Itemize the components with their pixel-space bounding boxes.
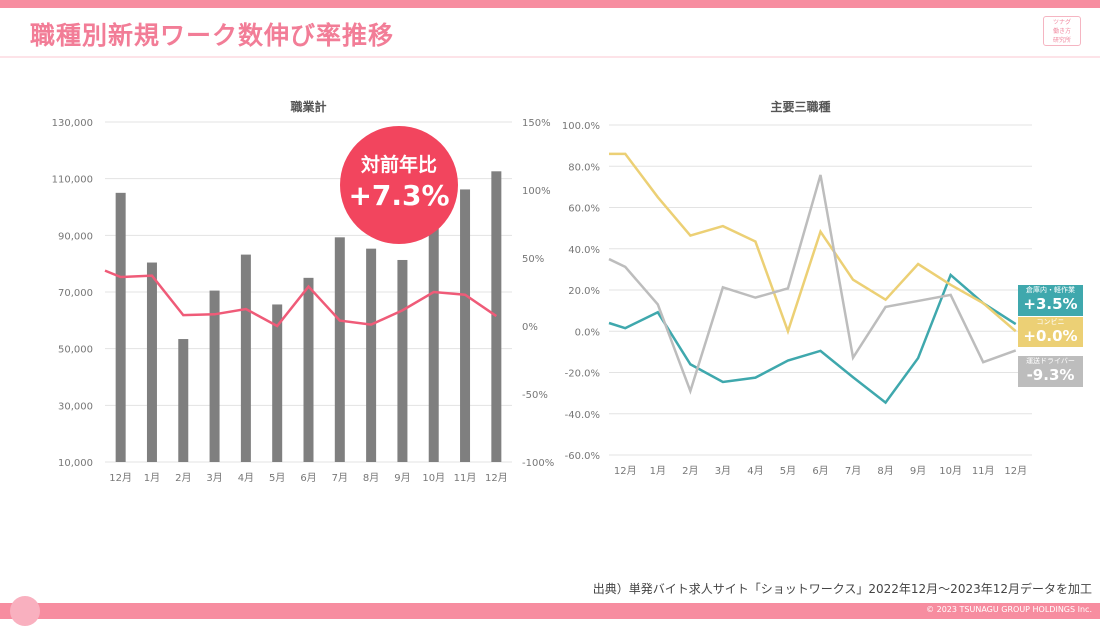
y-tick: 40.0% [568, 245, 600, 256]
y-tick: 20.0% [568, 286, 600, 297]
bar [303, 277, 314, 462]
y-right-tick: 150% [522, 118, 551, 129]
tag-name: 倉庫内・軽作業 [1026, 286, 1075, 294]
source-note: 出典）単発バイト求人サイト「ショットワークス」2022年12月〜2023年12月… [592, 582, 1092, 596]
x-tick: 5月 [269, 472, 285, 484]
x-tick: 12月 [1004, 465, 1027, 477]
y-tick: -20.0% [565, 369, 600, 380]
tag-value: -9.3% [1026, 366, 1075, 384]
copyright: © 2023 TSUNAGU GROUP HOLDINGS Inc. [926, 605, 1092, 614]
bar [366, 248, 377, 462]
chart-title: 職業計 [290, 99, 326, 114]
y-left-tick: 30,000 [58, 401, 93, 412]
footer-circle [10, 596, 40, 626]
yoy-line [104, 269, 498, 328]
bar [272, 304, 283, 462]
y-left-tick: 10,000 [58, 458, 93, 469]
bar [334, 237, 345, 462]
x-tick: 2月 [175, 472, 191, 484]
y-tick: 80.0% [568, 162, 600, 173]
y-tick: 60.0% [568, 204, 600, 215]
x-tick: 7月 [845, 465, 861, 477]
bar [115, 192, 126, 463]
x-tick: 4月 [747, 465, 763, 477]
y-left-tick: 90,000 [58, 231, 93, 242]
tag-name: コンビニ [1036, 318, 1065, 326]
bar [146, 262, 157, 462]
y-right-tick: 0% [522, 322, 538, 333]
tag-warehouse: 倉庫内・軽作業 +3.5% [1018, 285, 1083, 316]
y-right-tick: -50% [522, 390, 548, 401]
x-tick: 3月 [715, 465, 731, 477]
bar [491, 171, 502, 463]
page-title: 職種別新規ワーク数伸び率推移 [30, 21, 395, 50]
tag-name: 運送ドライバー [1026, 357, 1075, 365]
x-tick: 9月 [910, 465, 926, 477]
tag-convenience: コンビニ +0.0% [1018, 317, 1083, 347]
x-tick: 4月 [238, 472, 254, 484]
x-tick: 7月 [332, 472, 348, 484]
x-tick: 8月 [363, 472, 379, 484]
tag-driver: 運送ドライバー -9.3% [1018, 356, 1083, 387]
bar [397, 259, 408, 462]
series-line [608, 174, 1017, 395]
x-tick: 9月 [394, 472, 410, 484]
y-left-tick: 50,000 [58, 345, 93, 356]
y-tick: -40.0% [565, 410, 600, 421]
x-tick: 1月 [650, 465, 666, 477]
x-tick: 5月 [780, 465, 796, 477]
x-tick: 12月 [485, 472, 508, 484]
y-tick: 100.0% [562, 121, 600, 132]
x-tick: 8月 [877, 465, 893, 477]
x-tick: 11月 [454, 472, 477, 484]
y-right-tick: -100% [522, 458, 554, 469]
top-accent-bar [0, 0, 1100, 8]
y-left-tick: 130,000 [52, 118, 93, 129]
y-right-tick: 50% [522, 254, 544, 265]
x-tick: 10月 [939, 465, 962, 477]
x-tick: 11月 [972, 465, 995, 477]
y-left-tick: 70,000 [58, 288, 93, 299]
y-tick: 0.0% [575, 327, 600, 338]
bar [460, 189, 471, 462]
series-line [609, 152, 1017, 336]
yoy-value: +7.3% [348, 179, 450, 212]
header-divider [0, 56, 1100, 58]
yoy-badge: 対前年比 +7.3% [340, 126, 458, 244]
y-tick: -60.0% [565, 451, 600, 462]
bar [240, 254, 251, 462]
yoy-label: 対前年比 [360, 154, 437, 176]
tag-value: +3.5% [1023, 295, 1078, 313]
x-tick: 12月 [614, 465, 637, 477]
logo: ツナグ 働き方 研究所 [1043, 16, 1081, 46]
x-tick: 6月 [812, 465, 828, 477]
x-tick: 1月 [144, 472, 160, 484]
bar [209, 290, 220, 462]
x-tick: 10月 [422, 472, 445, 484]
x-tick: 6月 [300, 472, 316, 484]
bar [178, 339, 189, 462]
x-tick: 3月 [206, 472, 222, 484]
y-left-tick: 110,000 [52, 175, 93, 186]
tag-value: +0.0% [1023, 327, 1078, 345]
x-tick: 12月 [109, 472, 132, 484]
footer-bar [0, 603, 1100, 619]
x-tick: 2月 [682, 465, 698, 477]
chart-title: 主要三職種 [770, 99, 830, 114]
y-right-tick: 100% [522, 186, 551, 197]
bar [428, 212, 439, 462]
